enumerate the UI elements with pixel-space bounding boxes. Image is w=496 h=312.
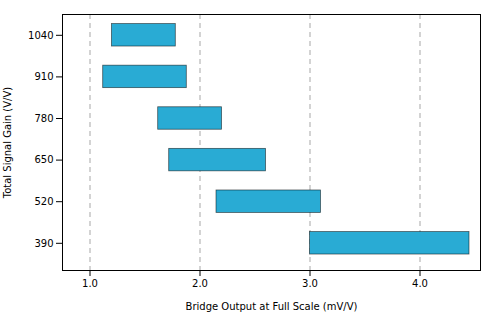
svg-text:Total Signal Gain (V/V): Total Signal Gain (V/V) [2,87,13,200]
svg-text:780: 780 [34,113,53,124]
svg-text:2.0: 2.0 [192,278,208,289]
svg-text:390: 390 [34,238,53,249]
svg-text:1.0: 1.0 [82,278,98,289]
svg-text:650: 650 [34,154,53,165]
svg-text:910: 910 [34,71,53,82]
svg-text:3.0: 3.0 [302,278,318,289]
svg-text:Bridge Output at Full Scale (m: Bridge Output at Full Scale (mV/V) [186,301,358,312]
svg-text:1040: 1040 [28,30,53,41]
svg-text:4.0: 4.0 [412,278,428,289]
svg-text:520: 520 [34,196,53,207]
